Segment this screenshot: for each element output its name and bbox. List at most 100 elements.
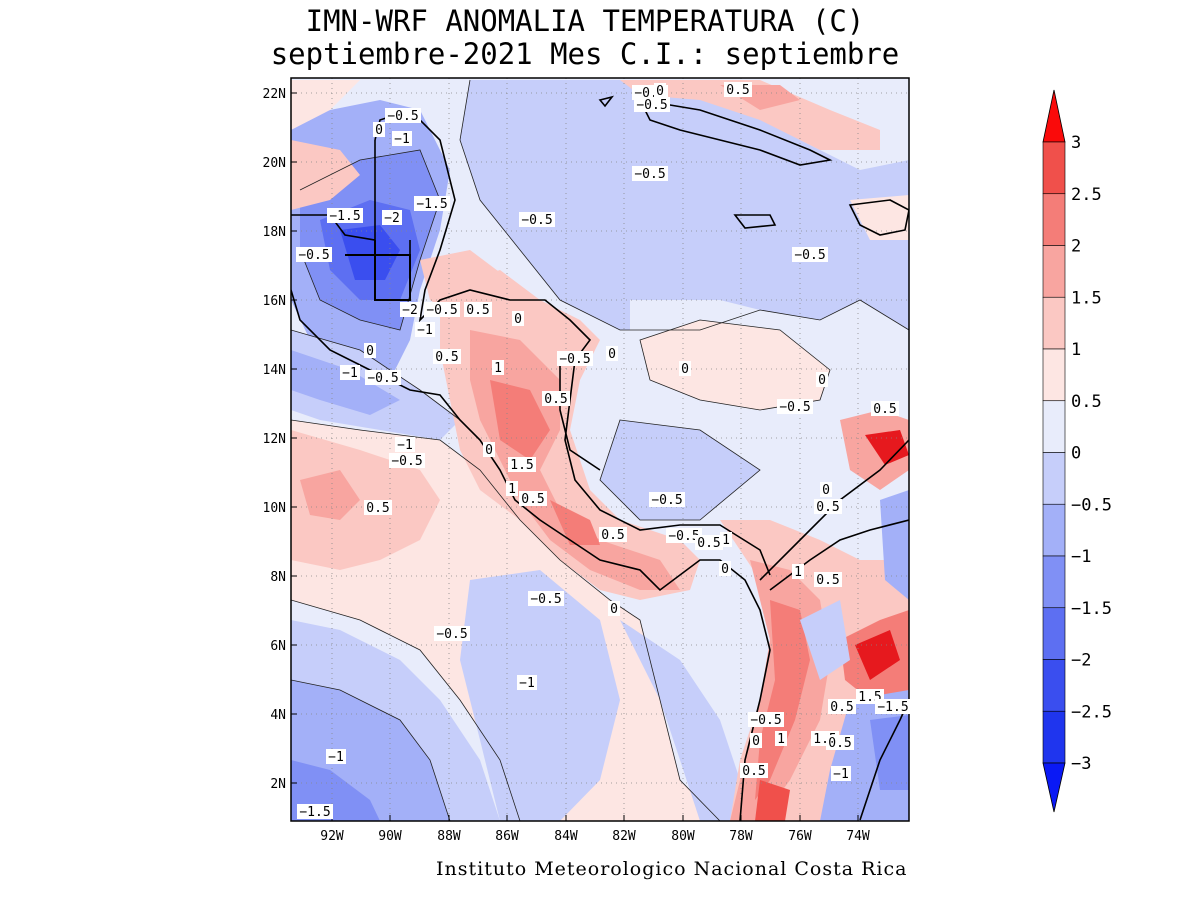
colorbar-label: 2.5	[1071, 185, 1102, 205]
colorbar-swatch	[1042, 348, 1066, 402]
contour-label-bg	[415, 322, 435, 337]
map-subtitle: septiembre-2021 Mes C.I.: septiembre	[270, 37, 900, 71]
contour-label: 0	[818, 373, 826, 388]
contour-label-bg	[297, 804, 333, 819]
contour-label: −1.5	[416, 197, 447, 212]
contour-label: 0.5	[366, 501, 389, 516]
lon-label: 78W	[729, 829, 753, 844]
contour-label-bg	[382, 210, 402, 225]
lat-labels: 22N 20N 18N 16N 14N 12N 10N 8N 6N 4N 2N	[263, 87, 286, 792]
contour-label: 0	[610, 602, 618, 617]
contour-label-bg	[464, 302, 492, 317]
contour-label: 0.5	[828, 736, 851, 751]
contour-label-bg	[599, 527, 627, 542]
lon-label: 86W	[495, 829, 519, 844]
colorbar-label: −1.5	[1071, 599, 1112, 619]
contour-label-bg	[517, 675, 537, 690]
colorbar-label: −2.5	[1071, 702, 1112, 722]
colorbar-swatch	[1042, 555, 1066, 609]
contour-label: 0.5	[521, 492, 544, 507]
contour-label-bg	[365, 370, 401, 385]
contour-label: 1	[494, 361, 502, 376]
contour-label: 0.5	[697, 536, 720, 551]
contour-labels: −0.50−1−1.5 −2−1.5−0.5−0.50 0.5−0.5−0.5−0.…	[296, 82, 911, 820]
contour-label-bg	[385, 108, 421, 123]
contour-label-bg	[506, 481, 518, 496]
contour-label-bg	[528, 591, 564, 606]
contour-label: −1	[833, 767, 849, 782]
contour-label-bg	[492, 360, 504, 375]
contour-label-bg	[508, 457, 536, 472]
contour-label-bg	[483, 442, 495, 457]
contour-label-bg	[695, 535, 723, 550]
contour-label-bg	[826, 735, 854, 750]
map-title: IMN-WRF ANOMALIA TEMPERATURA (C)	[305, 4, 865, 38]
contour-label: −1.5	[877, 700, 908, 715]
colorbar-label: −1	[1071, 547, 1091, 567]
lon-label: 76W	[788, 829, 812, 844]
contour-label: −1	[328, 750, 344, 765]
contour-label-bg	[542, 391, 570, 406]
contour-label: −0.5	[750, 713, 781, 728]
contour-label: −0.5	[668, 529, 699, 544]
contour-label: 0.5	[830, 700, 853, 715]
contour-label-bg	[814, 499, 842, 514]
contour-label: −1.5	[299, 805, 330, 820]
lon-label: 74W	[846, 829, 870, 844]
contour-label-bg	[814, 572, 842, 587]
contour-label-bg	[326, 749, 346, 764]
contour-label: 0	[375, 123, 383, 138]
contour-label-bg	[400, 302, 420, 317]
contour-label-bg	[519, 491, 547, 506]
contour-label: −1	[519, 676, 535, 691]
colorbar-label: 0.5	[1071, 392, 1102, 412]
lon-label: 80W	[671, 829, 695, 844]
contour-label-bg	[433, 349, 461, 364]
colorbar-label: −2	[1071, 651, 1091, 671]
colorbar-label: 1.5	[1071, 288, 1102, 308]
contour-label-bg	[875, 699, 911, 714]
graticule	[291, 78, 909, 821]
contour-label-bg	[719, 561, 731, 576]
contour-label: −0.5	[794, 248, 825, 263]
lon-label: 92W	[320, 829, 344, 844]
lat-label: 4N	[270, 708, 286, 723]
contour-label: −0.5	[530, 592, 561, 607]
contour-label-bg	[364, 500, 392, 515]
contour-label-bg	[606, 346, 618, 361]
colorbar-swatch	[1042, 503, 1066, 557]
colorbar-swatch	[1042, 710, 1066, 764]
contour-label-bg	[634, 97, 670, 112]
contour-label: 1	[777, 732, 785, 747]
contour-label: −2	[402, 303, 418, 318]
contour-label-bg	[679, 361, 691, 376]
colorbar: 3 2.5 2 1.5 1 0.5 0 −0.5 −1 −1.5 −2 −2.5 −3	[1042, 89, 1112, 813]
anomaly-fill	[291, 80, 909, 821]
contour-label: 0.5	[816, 500, 839, 515]
contour-label-bg	[792, 564, 804, 579]
colorbar-swatch	[1042, 659, 1066, 712]
colorbar-swatch	[1042, 452, 1066, 505]
contour-label: −0.5	[636, 98, 667, 113]
lat-label: 22N	[263, 87, 286, 102]
contour-label-bg	[364, 343, 376, 358]
contour-label: 0	[752, 734, 760, 749]
colorbar-label: 3	[1071, 133, 1081, 153]
contour-label-bg	[392, 131, 412, 146]
contour-label: −1.5	[329, 209, 360, 224]
contour-label: 0.5	[466, 303, 489, 318]
contour-label-bg	[831, 766, 851, 781]
colorbar-swatch	[1042, 607, 1066, 660]
contour-label: −0.5	[426, 303, 457, 318]
contour-label-bg	[871, 401, 899, 416]
contour-label: 0	[822, 483, 830, 498]
contour-label-bg	[750, 733, 762, 748]
colorbar-swatch	[1042, 193, 1066, 246]
colorbar-label: −0.5	[1071, 495, 1112, 515]
colorbar-under-arrow	[1042, 762, 1066, 813]
contour-label: −0.5	[779, 400, 810, 415]
lat-label: 2N	[270, 777, 286, 792]
contour-label: 0	[721, 562, 729, 577]
contour-label: −1	[417, 323, 433, 338]
